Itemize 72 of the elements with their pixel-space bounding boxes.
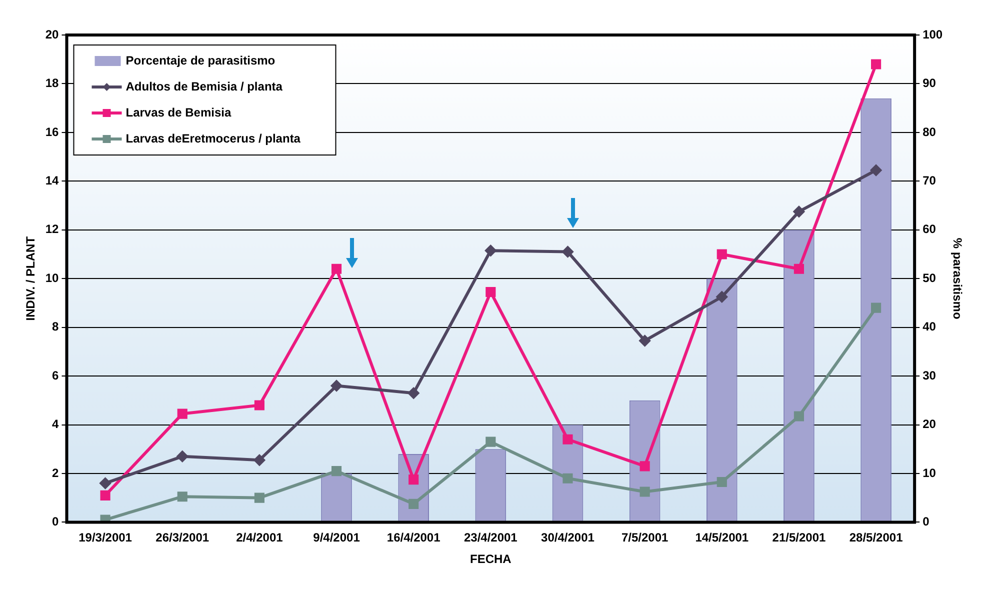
point: [331, 380, 342, 392]
y-tick-label: 20: [45, 27, 60, 42]
point: [408, 474, 419, 485]
x-axis-title: FECHA: [470, 552, 512, 566]
point: [562, 473, 573, 484]
y2-tick-label: 40: [922, 320, 936, 334]
legend-label: Larvas de Bemisia: [126, 105, 232, 120]
x-tick-label: 9/4/2001: [313, 530, 360, 545]
point: [640, 461, 650, 472]
point: [639, 335, 650, 346]
point: [254, 400, 264, 410]
legend-label: Porcentaje de parasitismo: [126, 53, 276, 68]
point: [100, 478, 111, 489]
y2-tick-label: 20: [922, 417, 936, 432]
y-tick-label: 4: [52, 417, 60, 432]
y-axis-title: INDIV. / PLANT: [24, 236, 38, 321]
y2-tick-label: 70: [922, 173, 936, 188]
y-tick-label: 16: [45, 124, 60, 139]
point: [870, 164, 882, 176]
y2-tick-label: 0: [922, 514, 930, 529]
point: [486, 286, 496, 298]
x-tick-label: 14/5/2001: [695, 530, 749, 545]
x-tick-label: 19/3/2001: [78, 530, 132, 545]
x-tick-label: 7/5/2001: [621, 530, 668, 545]
y-tick-label: 6: [52, 368, 60, 382]
point: [794, 411, 804, 422]
y2-tick-label: 50: [922, 270, 936, 285]
y-tick-label: 18: [45, 76, 60, 90]
x-tick-label: 23/4/2001: [464, 530, 518, 545]
point: [485, 245, 496, 256]
y-tick-label: 14: [45, 173, 60, 188]
x-tick-label: 26/3/2001: [156, 530, 210, 545]
x-tick-label: 30/4/2001: [541, 530, 595, 545]
y-tick-label: 10: [45, 270, 60, 285]
point: [716, 476, 727, 488]
point: [640, 486, 650, 497]
point: [408, 388, 420, 399]
legend-label: Adultos de Bemisia / planta: [126, 79, 283, 94]
y2-tick-label: 100: [922, 27, 943, 42]
point: [177, 408, 188, 419]
point: [331, 466, 342, 476]
point: [486, 436, 496, 447]
point: [562, 434, 573, 444]
point: [331, 264, 342, 274]
legend-label: Larvas deEretmocerus / planta: [126, 131, 301, 146]
point: [176, 450, 188, 462]
point: [408, 498, 419, 509]
y-tick-label: 0: [52, 514, 60, 529]
point: [562, 246, 574, 258]
point: [871, 302, 882, 313]
point: [177, 492, 188, 502]
point: [254, 492, 264, 503]
y-tick-label: 12: [45, 222, 60, 236]
y-tick-label: 2: [52, 466, 60, 480]
x-tick-label: 21/5/2001: [772, 530, 826, 545]
point: [100, 490, 110, 500]
y2-tick-label: 10: [922, 466, 936, 480]
x-tick-label: 28/5/2001: [849, 530, 904, 545]
y2-tick-label: 60: [922, 222, 936, 236]
point: [871, 59, 882, 70]
y2-tick-label: 30: [922, 368, 936, 382]
point: [794, 264, 804, 274]
x-tick-label: 2/4/2001: [236, 530, 284, 545]
y2-tick-label: 90: [922, 76, 936, 90]
y-tick-label: 8: [52, 320, 60, 334]
point: [793, 206, 804, 218]
point: [716, 291, 728, 302]
x-tick-label: 16/4/2001: [386, 530, 441, 545]
y2-tick-label: 80: [922, 124, 936, 139]
point: [254, 454, 265, 466]
point: [716, 249, 727, 260]
y2-axis-title: % parasitismo: [950, 238, 964, 320]
